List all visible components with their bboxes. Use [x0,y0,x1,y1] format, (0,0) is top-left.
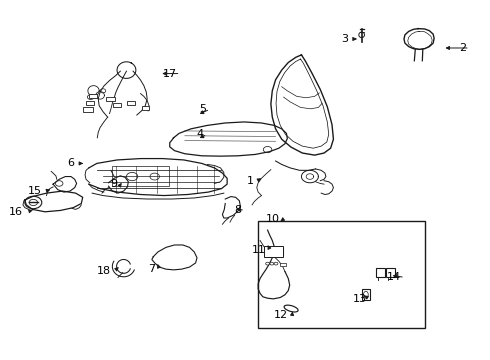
Bar [386,269,394,278]
Text: 5: 5 [199,104,206,114]
Text: 13: 13 [352,294,367,304]
Text: 7: 7 [148,264,156,274]
Bar [86,100,95,105]
Bar [264,246,283,257]
Circle shape [266,262,270,265]
Text: 8: 8 [234,206,241,215]
Text: 4: 4 [196,129,204,139]
Bar [376,269,385,278]
Text: 14: 14 [387,273,401,283]
Text: 6: 6 [68,158,74,168]
Circle shape [270,262,274,265]
Bar [89,94,98,98]
Bar [268,248,283,255]
Text: 18: 18 [97,266,111,275]
Text: 1: 1 [246,176,253,186]
Text: 9: 9 [110,179,117,189]
Text: 11: 11 [252,245,266,255]
Bar [112,166,169,186]
Text: 10: 10 [266,214,280,224]
Text: 12: 12 [274,310,288,320]
Bar [142,107,149,110]
Bar [258,221,425,328]
Bar [106,97,115,101]
Bar [127,101,135,105]
Bar [362,289,370,300]
Bar [83,107,93,112]
Text: 3: 3 [342,34,348,44]
Text: 15: 15 [28,186,42,196]
Text: 2: 2 [459,43,466,53]
Ellipse shape [284,305,298,312]
Bar [280,262,286,266]
Bar [113,103,121,107]
Text: 16: 16 [9,207,23,217]
Circle shape [274,262,278,265]
Text: 17: 17 [163,68,177,78]
